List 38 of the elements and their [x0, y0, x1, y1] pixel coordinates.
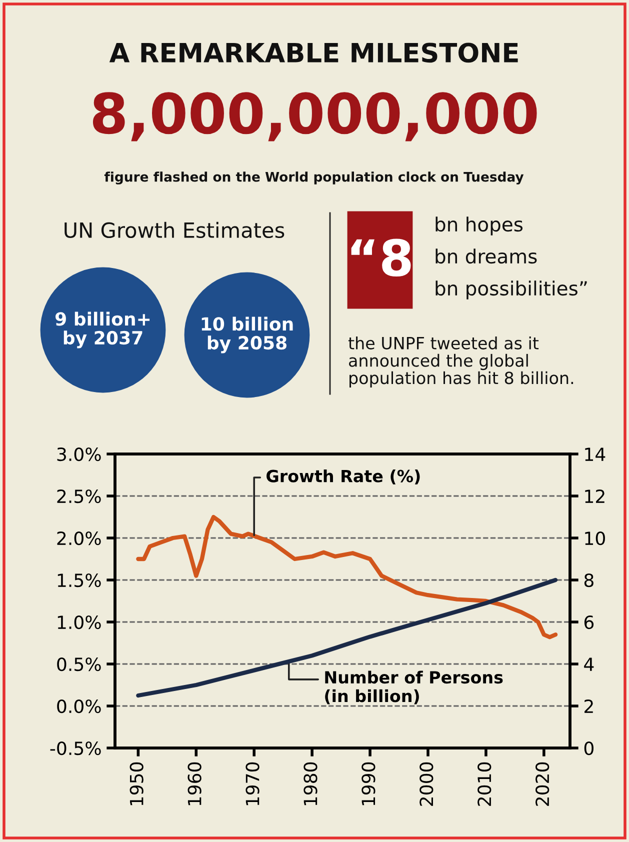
x-tick-label: 2000 [420, 762, 434, 806]
text: bn hopes [436, 216, 523, 236]
y-tick-label: 1.0% [58, 615, 101, 630]
y2-tick-label: 8 [584, 573, 594, 588]
text: “8 [351, 238, 411, 277]
text: figure flashed on the World population clock on Tuesday [104, 172, 524, 184]
y2-tick-label: 12 [585, 489, 604, 503]
text: the UNPF tweeted as it announced the global population has hit 8 billion. [348, 336, 574, 388]
y-tick-label: 2.5% [57, 489, 101, 504]
y-tick-label: -0.5% [50, 741, 101, 756]
annotation: Number of Persons (in billion) [325, 670, 503, 704]
chart-subtitle: 8,000,000,000 [92, 92, 537, 142]
chart-title: A REMARKABLE MILESTONE [109, 42, 518, 63]
y2-tick-label: 6 [584, 615, 594, 630]
x-tick-label: 1960 [188, 762, 202, 806]
y2-tick-label: 2 [584, 699, 593, 713]
y-tick-label: 0.0% [57, 699, 101, 714]
text: 10 billion by 2058 [202, 316, 293, 354]
text: bn dreams [436, 248, 537, 264]
annotation: Growth Rate (%) [266, 469, 420, 484]
y2-tick-label: 14 [585, 448, 606, 461]
text: bn possibilities” [436, 280, 587, 300]
x-tick-label: 1980 [304, 762, 318, 806]
y-tick-label: 0.5% [57, 657, 101, 672]
y-tick-label: 2.0% [57, 531, 101, 546]
y-tick-label: 1.5% [58, 573, 101, 588]
x-tick-label: 2020 [536, 762, 550, 806]
y2-tick-label: 10 [585, 531, 605, 546]
y-tick-label: 3.0% [57, 447, 101, 462]
line-series [136, 514, 558, 640]
x-tick-label: 2010 [478, 762, 492, 806]
x-tick-label: 1950 [130, 762, 144, 806]
x-tick-label: 1970 [246, 762, 260, 806]
text: 9 billion+ by 2037 [55, 312, 150, 348]
text: UN Growth Estimates [64, 222, 284, 238]
y2-tick-label: 0 [584, 741, 594, 756]
x-tick-label: 1990 [362, 762, 376, 806]
y2-tick-label: 4 [584, 658, 594, 671]
